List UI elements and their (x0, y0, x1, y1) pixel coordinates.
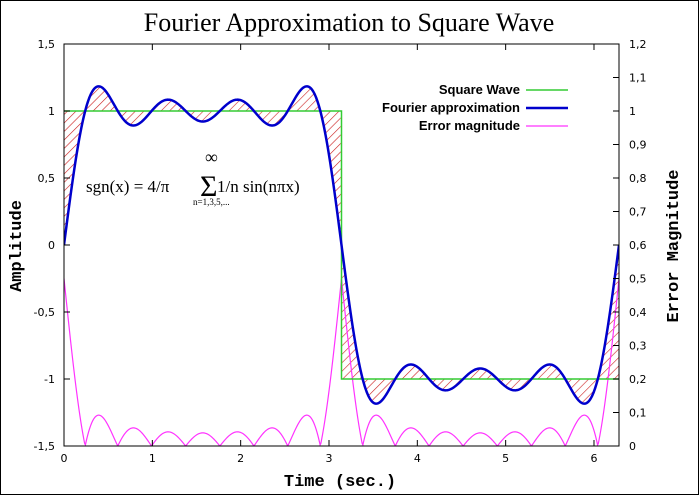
formula-sum-upper: ∞ (205, 147, 218, 167)
x-tick-label: 2 (237, 452, 244, 465)
y-axis-tick-labels: -1,5 -1 -0,5 0 0,5 1 1,5 (34, 38, 55, 453)
y2-tick-label: 1 (629, 105, 636, 118)
formula-sum-symbol: Σ (200, 170, 217, 203)
formula-annotation: sgn(x) = 4/π ∞ Σ n=1,3,5,... 1/n sin(nπx… (86, 147, 300, 207)
y2-tick-label: 0 (629, 440, 636, 453)
plot-area (63, 43, 620, 447)
y2-tick-label: 0,7 (629, 206, 647, 219)
y2-tick-label: 1,1 (629, 72, 647, 85)
y2-tick-label: 0,4 (629, 306, 647, 319)
y2-axis-title: Error Magnitude (665, 169, 684, 322)
x-axis-title: Time (sec.) (284, 473, 396, 492)
formula-sum-lower: n=1,3,5,... (193, 197, 230, 207)
legend-entry-fourier-approximation: Fourier approximation (382, 100, 568, 115)
x-tick-label: 0 (61, 452, 68, 465)
y-tick-label: -1,5 (34, 440, 55, 453)
chart-title: Fourier Approximation to Square Wave (144, 8, 554, 37)
y-tick-label: 0 (48, 239, 55, 252)
y-tick-label: 1,5 (38, 38, 56, 51)
x-tick-label: 3 (325, 452, 332, 465)
y2-tick-label: 1,2 (629, 38, 647, 51)
y-tick-label: -0,5 (34, 306, 55, 319)
x-tick-label: 5 (502, 452, 509, 465)
x-tick-label: 6 (590, 452, 597, 465)
legend: Square Wave Fourier approximation Error … (382, 82, 568, 133)
y2-axis-tick-labels: 0 0,1 0,2 0,3 0,4 0,5 0,6 0,7 0,8 0,9 1 1,1 1,2 (629, 38, 647, 453)
x-axis-tick-labels: 0 1 2 3 4 5 6 (61, 452, 598, 465)
y-tick-label: 1 (48, 105, 55, 118)
x-tick-label: 4 (414, 452, 421, 465)
y2-tick-label: 0,6 (629, 239, 647, 252)
legend-label-fourier-approximation: Fourier approximation (382, 100, 520, 115)
legend-entry-error-magnitude: Error magnitude (419, 118, 568, 133)
tick-marks (63, 43, 619, 447)
y-axis-title: Amplitude (8, 200, 27, 292)
formula-rhs: 1/n sin(nπx) (217, 177, 300, 196)
legend-label-error-magnitude: Error magnitude (419, 118, 520, 133)
y2-tick-label: 0,2 (629, 373, 647, 386)
legend-entry-square-wave: Square Wave (439, 82, 568, 97)
formula-lhs: sgn(x) = 4/π (86, 177, 170, 196)
series-fourier-approximation (64, 85, 619, 405)
legend-label-square-wave: Square Wave (439, 82, 520, 97)
y2-tick-label: 0,1 (629, 407, 647, 420)
y2-tick-label: 0,8 (629, 172, 647, 185)
y-tick-label: -1 (44, 373, 55, 386)
y2-tick-label: 0,9 (629, 139, 647, 152)
y2-tick-label: 0,5 (629, 273, 647, 286)
y-tick-label: 0,5 (38, 172, 56, 185)
x-tick-label: 1 (149, 452, 156, 465)
series-layer (64, 85, 619, 446)
y2-tick-label: 0,3 (629, 340, 647, 353)
